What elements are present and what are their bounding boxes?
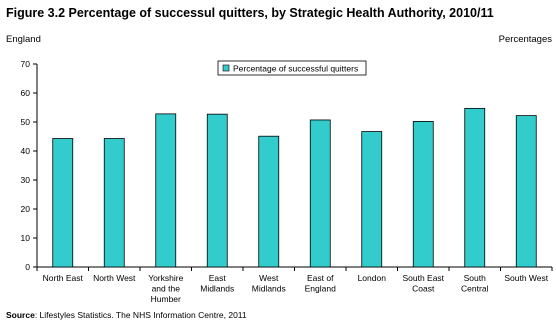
x-tick-label: East Midlands: [200, 273, 234, 294]
x-tick-label: South Central: [461, 273, 489, 294]
x-tick-label: Yorkshire and the Humber: [148, 273, 183, 304]
y-tick-label: 20: [21, 204, 31, 214]
x-tick-label: North East: [43, 273, 84, 283]
x-tick-label: South East Coast: [402, 273, 444, 294]
x-tick-label: South West: [504, 273, 548, 283]
legend-swatch: [222, 64, 230, 72]
x-tick-label: North West: [93, 273, 136, 283]
y-tick-label: 30: [21, 175, 31, 185]
x-tick-label: London: [358, 273, 387, 283]
y-tick-label: 40: [21, 146, 31, 156]
bar: [309, 119, 331, 268]
chart-title: Figure 3.2 Percentage of successul quitt…: [6, 6, 494, 20]
source-label: Source: [6, 310, 35, 320]
bar: [155, 113, 177, 268]
bar: [258, 135, 280, 268]
source-note: Source: Lifestyles Statistics. The NHS I…: [6, 310, 247, 320]
bar: [515, 115, 537, 268]
bar: [103, 138, 125, 268]
y-tick-label: 60: [21, 88, 31, 98]
bar: [52, 138, 74, 268]
bar: [361, 131, 383, 268]
y-tick-label: 0: [25, 262, 30, 272]
units-label: Percentages: [498, 34, 552, 45]
bar-chart: 0 10 20 30 40 50 60 70 North East North West Yorks…: [21, 59, 553, 304]
legend-label: Percentage of successful quitters: [233, 64, 358, 74]
region-label: England: [6, 34, 41, 45]
bar: [412, 121, 434, 268]
y-tick-label: 10: [21, 233, 31, 243]
legend-box: [217, 60, 367, 76]
y-tick-label: 70: [21, 59, 31, 69]
bar: [206, 113, 228, 268]
bar: [464, 107, 486, 268]
source-text: : Lifestyles Statistics. The NHS Informa…: [34, 310, 247, 320]
x-tick-label: West Midlands: [252, 273, 286, 294]
x-tick-label: East of England: [305, 273, 336, 294]
y-tick-label: 50: [21, 117, 31, 127]
